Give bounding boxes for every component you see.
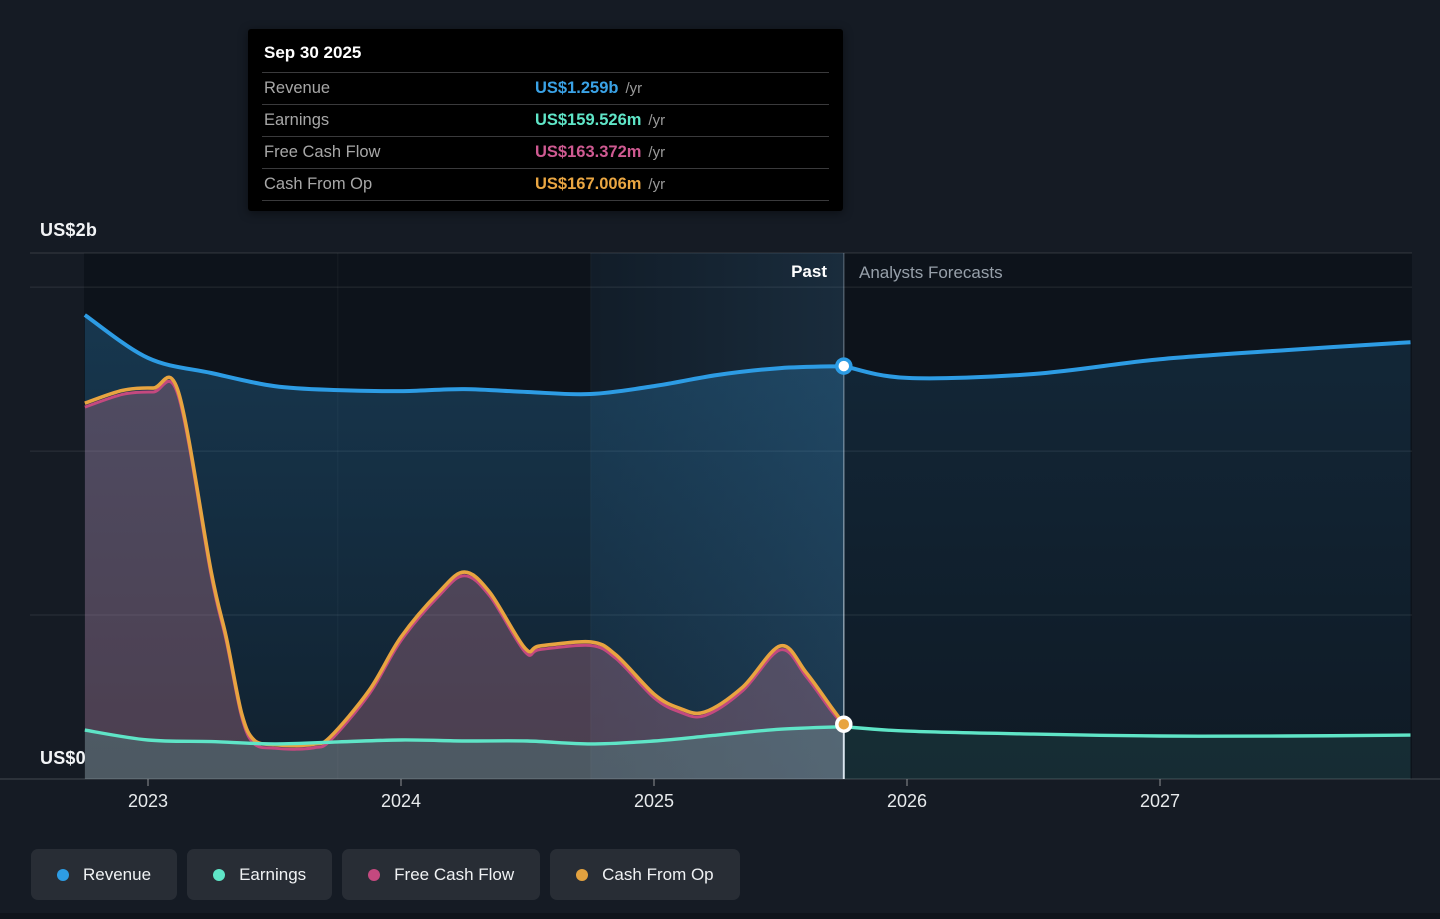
legend-item-label: Earnings [239,864,307,884]
tooltip-row-value: US$167.006m/yr [535,175,666,193]
legend-item-earnings[interactable]: Earnings [187,849,333,900]
revenue-line-past [83,313,844,397]
analysts-forecasts-label: Analysts Forecasts [859,263,1003,282]
tooltip-row-value: US$159.526m/yr [535,111,666,129]
earnings-area-past [84,726,844,779]
x-axis-label-2026: 2026 [886,791,928,811]
tooltip-row-unit: /yr [625,80,643,97]
revenue-color-dot [57,868,69,881]
chart-legend: Revenue Earnings Free Cash Flow Cash From O… [31,849,740,900]
revenue-area-forecast [843,342,1411,779]
x-axis-label-2024: 2024 [380,791,422,811]
tooltip-date: Sep 30 2025 [264,43,362,62]
tooltip-row-revenue: Revenue US$1.259b/yr [262,72,829,104]
revenue-marker [835,357,853,375]
tooltip-row-label: Revenue [264,79,331,97]
revenue-line-forecast [843,340,1411,381]
legend-item-label: Cash From Op [602,864,714,884]
tooltip-row-label: Free Cash Flow [264,143,381,161]
tooltip-row-cash-from-op: Cash From Op US$167.006m/yr [262,168,829,200]
cash-from-op-marker [835,715,853,733]
x-axis-label-2027: 2027 [1139,791,1181,811]
tooltip-row-label: Cash From Op [264,175,373,193]
free-cash-flow-color-dot [368,868,381,881]
tooltip-row-unit: /yr [648,144,666,161]
legend-item-label: Free Cash Flow [394,864,515,884]
earnings-line-forecast [843,725,1411,738]
free-cash-flow-area [84,381,844,779]
legend-item-cash-from-op[interactable]: Cash From Op [550,849,740,900]
tooltip-row-unit: /yr [648,112,666,129]
earnings-line-past [84,725,844,746]
legend-item-revenue[interactable]: Revenue [31,849,178,900]
revenue-area-past [84,315,844,779]
cash-from-op-line [84,375,846,748]
chart-tooltip: Sep 30 2025 Revenue US$1.259b/yr Earnings U… [248,29,843,211]
y-axis-label-zero: US$0 [40,748,86,768]
bottom-bar [0,913,1440,919]
earnings-area-forecast [843,726,1411,779]
tooltip-row-unit: /yr [648,176,666,193]
tooltip-row-value: US$163.372m/yr [535,143,666,161]
x-axis-label-2023: 2023 [127,791,169,811]
tooltip-row-label: Earnings [264,111,330,129]
tooltip-row-earnings: Earnings US$159.526m/yr [262,104,829,136]
legend-item-free-cash-flow[interactable]: Free Cash Flow [342,849,541,900]
tooltip-rows: Revenue US$1.259b/yr Earnings US$159.526m/y… [262,72,829,201]
earnings-color-dot [213,868,226,881]
tooltip-row-free-cash-flow: Free Cash Flow US$163.372m/yr [262,136,829,168]
y-axis-label-max: US$2b [40,220,98,240]
tooltip-row-value: US$1.259b/yr [535,79,643,97]
cash-from-op-color-dot [576,868,589,881]
legend-item-label: Revenue [83,864,152,884]
past-label: Past [791,262,827,281]
x-axis-label-2025: 2025 [633,791,675,811]
